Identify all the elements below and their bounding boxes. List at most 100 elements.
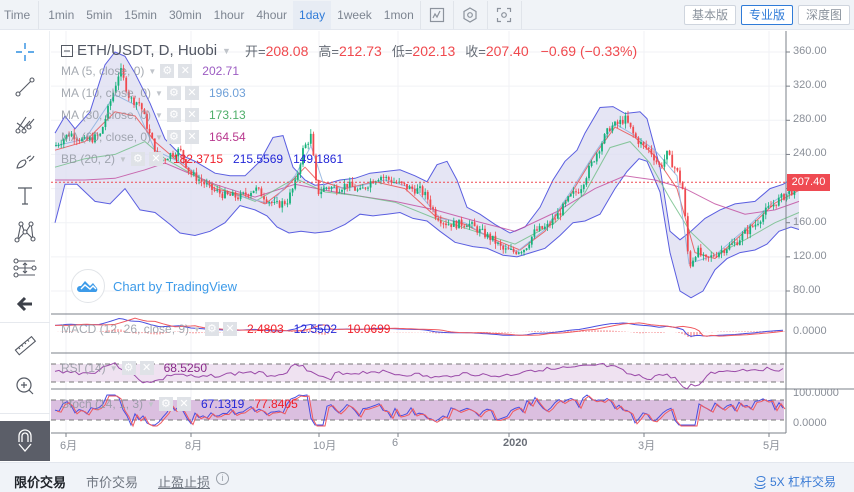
price-chart-canvas[interactable] [51, 31, 854, 461]
stoch-value: 67.1319 [200, 397, 245, 411]
toolbar-divider [0, 322, 50, 323]
interval-1hour[interactable]: 1hour [213, 7, 245, 22]
info-icon[interactable]: i [216, 472, 229, 485]
macd-value: 2.4803 [246, 322, 284, 336]
indicator-0-remove-button[interactable]: ✕ [178, 64, 193, 78]
rsi-legend: RSI (14) ▼ ⚙ ✕ 68.5250 [61, 361, 207, 375]
brush-icon [16, 155, 35, 169]
chart-container[interactable]: ETH/USDT, D, Huobi ▼ 开= 208.08 高= 212.73 低… [51, 31, 854, 461]
indicator-2-remove-button[interactable]: ✕ [184, 108, 199, 122]
indicator-3-settings-button[interactable]: ⚙ [166, 130, 181, 144]
indicator-3-remove-button[interactable]: ✕ [184, 130, 199, 144]
version-button-0[interactable]: 基本版 [683, 5, 736, 25]
tradingview-logo [71, 269, 105, 303]
collapse-icon[interactable] [61, 44, 73, 57]
indicator-1-remove-button[interactable]: ✕ [184, 86, 199, 100]
pitchfork-tool[interactable] [0, 107, 50, 141]
macd-settings-button[interactable]: ⚙ [204, 322, 219, 336]
interval-1day[interactable]: 1day [293, 0, 332, 29]
time-axis-label: 6月 [60, 440, 78, 452]
indicator-2-settings-button[interactable]: ⚙ [166, 108, 181, 122]
zoom-tool[interactable] [0, 369, 50, 403]
indicator-icon [429, 7, 444, 22]
indicator-4-remove-button[interactable]: ✕ [148, 152, 163, 166]
indicator-2-legend: MA (30, close, 0) ▼ ⚙ ✕ 173.13 [61, 108, 246, 122]
text-tool[interactable] [0, 179, 50, 213]
interval-1week[interactable]: 1week [337, 7, 372, 22]
settings-button[interactable] [454, 0, 488, 29]
symbol-title[interactable]: ETH/USDT, D, Huobi [77, 42, 218, 59]
indicator-1-label[interactable]: MA (10, close, 0) [61, 86, 152, 100]
rsi-settings-button[interactable]: ⚙ [121, 361, 136, 375]
tab-limit-order[interactable]: 限价交易 [14, 475, 67, 490]
pattern-tool[interactable] [0, 215, 50, 249]
indicator-4-value: 182.3715 [172, 152, 224, 166]
indicator-2-label[interactable]: MA (30, close, 0) [61, 108, 152, 122]
stoch-label[interactable]: Stoch (14, 1, 3) [61, 397, 144, 411]
chevron-down-icon[interactable]: ▼ [148, 66, 157, 76]
indicator-4-settings-button[interactable]: ⚙ [130, 152, 145, 166]
trend-line-tool[interactable] [0, 70, 50, 104]
indicator-1-settings-button[interactable]: ⚙ [166, 86, 181, 100]
stoch-value: 77.8405 [254, 397, 298, 411]
indicator-0-legend: MA (5, close, 0) ▼ ⚙ ✕ 202.71 [61, 64, 239, 78]
chevron-down-icon[interactable]: ▼ [155, 88, 163, 98]
indicator-0-settings-button[interactable]: ⚙ [160, 64, 175, 78]
version-button-1[interactable]: 专业版 [740, 5, 793, 25]
macd-remove-button[interactable]: ✕ [222, 322, 237, 336]
indicator-0-label[interactable]: MA (5, close, 0) [61, 64, 145, 78]
tradingview-cloud-icon [77, 281, 98, 292]
fib-icon [13, 258, 37, 278]
fib-tool[interactable] [0, 251, 50, 285]
tab-market-order[interactable]: 市价交易 [86, 475, 139, 490]
remove-drawings-tool[interactable] [0, 287, 50, 321]
brush-tool[interactable] [0, 143, 50, 177]
interval-15min[interactable]: 15min [124, 7, 157, 22]
rsi-label[interactable]: RSI (14) [61, 361, 106, 375]
macd-label[interactable]: MACD (12, 26, close, 9) [61, 322, 190, 336]
time-axis-label: 8月 [185, 440, 203, 452]
indicator-4-label[interactable]: BB (20, 2) [61, 152, 116, 166]
leverage-trade-link[interactable]: 5X 杠杆交易 [753, 473, 836, 490]
settings-icon [463, 6, 477, 23]
chevron-down-icon[interactable]: ▼ [222, 45, 231, 56]
chevron-down-icon[interactable]: ▼ [155, 132, 163, 142]
chevron-down-icon[interactable]: ▼ [119, 154, 127, 164]
version-button-2[interactable]: 深度图 [797, 5, 850, 25]
measure-tool[interactable] [0, 329, 50, 363]
stoch-remove-button[interactable]: ✕ [176, 397, 191, 411]
rsi-remove-button[interactable]: ✕ [139, 361, 154, 375]
interval-5min[interactable]: 5min [86, 7, 113, 22]
fullscreen-icon [497, 7, 512, 22]
interval-1mon[interactable]: 1mon [383, 7, 414, 22]
indicator-button[interactable] [419, 0, 454, 29]
stoch-settings-button[interactable]: ⚙ [158, 397, 173, 411]
close-value: 207.40 [485, 42, 529, 59]
toolbar-divider [0, 413, 50, 414]
chevron-down-icon[interactable]: ▼ [109, 363, 118, 373]
indicator-3-label[interactable]: MA (60, close, 0) [61, 130, 152, 144]
tradingview-watermark[interactable]: Chart by TradingView [71, 269, 237, 303]
interval-1min[interactable]: 1min [48, 7, 75, 22]
fullscreen-button[interactable] [488, 0, 522, 29]
chevron-down-icon[interactable]: ▼ [193, 324, 201, 334]
price-axis-label: 320.00 [793, 79, 827, 92]
close-label: 收= [465, 44, 486, 59]
indicator-3-value: 164.54 [208, 130, 246, 144]
interval-time[interactable]: Time [0, 0, 40, 29]
interval-4hour[interactable]: 4hour [256, 7, 288, 22]
tab-stop-order[interactable]: 止盈止损 [158, 475, 211, 490]
chevron-down-icon[interactable]: ▼ [155, 110, 163, 120]
stoch-legend: Stoch (14, 1, 3) ▼ ⚙ ✕ 67.1319 77.8405 [61, 397, 298, 411]
interval-30min[interactable]: 30min [168, 7, 202, 22]
indicator-1-value: 196.03 [208, 86, 246, 100]
top-toolbar: Time 1min 5min 15min 30min 1hour 4hour 1day 1wee… [0, 0, 854, 30]
drawing-toolbar [0, 31, 50, 430]
magnet-tool[interactable] [0, 421, 50, 461]
indicator-4-legend: BB (20, 2) ▼ ⚙ ✕ 182.3715 215.5569 149.1861 [61, 152, 343, 166]
interval-selector: Time 1min 5min 15min 30min 1hour 4hour 1day 1wee… [0, 0, 420, 29]
low-value: 202.13 [412, 42, 456, 59]
chevron-down-icon[interactable]: ▼ [147, 399, 155, 409]
crosshair-tool[interactable] [0, 35, 50, 69]
